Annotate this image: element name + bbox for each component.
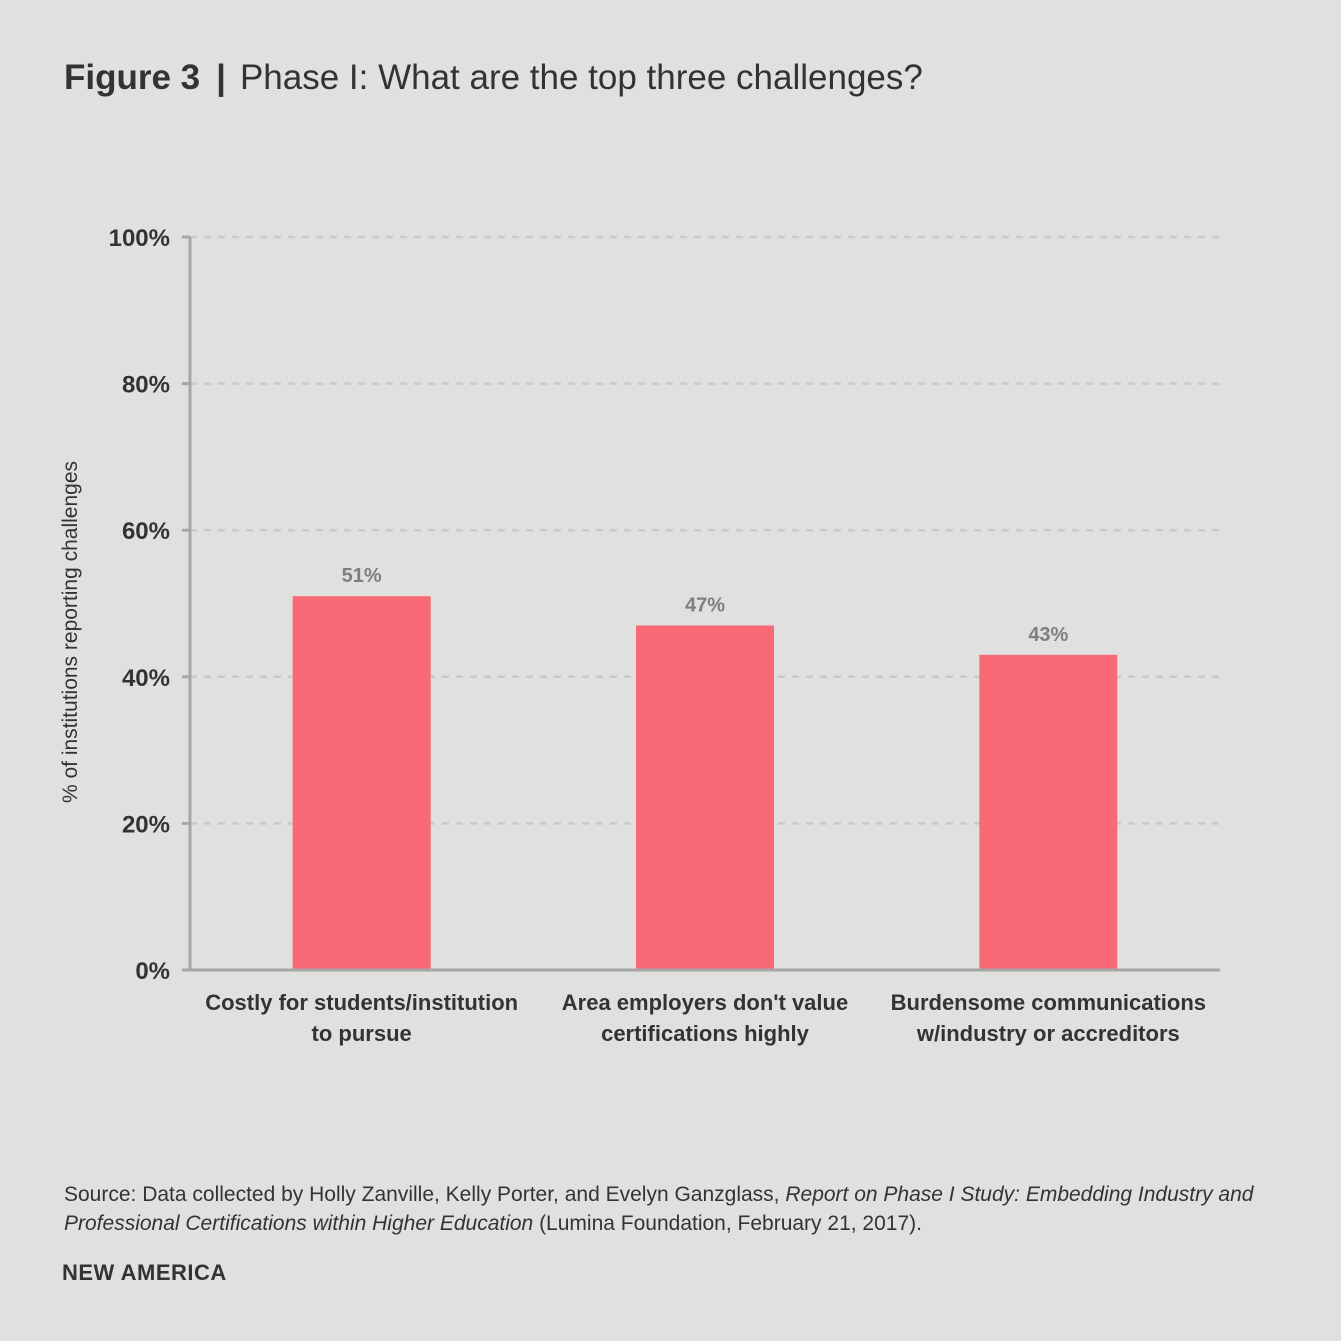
source-suffix: (Lumina Foundation, February 21, 2017). (533, 1212, 922, 1235)
x-tick-label: w/industry or accreditors (916, 1021, 1180, 1046)
bar (292, 596, 431, 970)
y-axis-label: % of institutions reporting challenges (59, 461, 82, 803)
chart-title: Figure 3 | Phase I: What are the top three… (64, 56, 923, 100)
x-tick-label: to pursue (312, 1021, 412, 1046)
y-tick-label: 60% (122, 518, 170, 545)
x-tick-label: certifications highly (601, 1021, 810, 1046)
source-prefix: Source: Data collected by Holly Zanville… (64, 1183, 786, 1206)
y-tick-label: 80% (122, 372, 170, 399)
bar (979, 654, 1118, 970)
title-separator: | (216, 58, 226, 97)
y-tick-label: 40% (122, 665, 170, 692)
data-label: 47% (685, 594, 725, 616)
y-tick-label: 20% (122, 811, 170, 838)
y-tick-label: 0% (135, 958, 170, 985)
x-tick-label: Area employers don't value (562, 990, 848, 1015)
source-report-title: Report on Phase I Study: Embedding Indus… (64, 1183, 1254, 1235)
source-note: Source: Data collected by Holly Zanville… (64, 1180, 1294, 1238)
chart-subtitle: Phase I: What are the top three challeng… (239, 58, 923, 97)
brand-logo: NEW AMERICA (62, 1260, 227, 1285)
data-label: 51% (342, 565, 382, 587)
x-tick-label: Burdensome communications (891, 990, 1206, 1015)
y-tick-label: 100% (109, 225, 170, 252)
figure-label: Figure 3 (64, 58, 201, 97)
data-label: 43% (1028, 624, 1068, 646)
x-tick-label: Costly for students/institution (205, 990, 518, 1015)
bar (636, 625, 774, 970)
